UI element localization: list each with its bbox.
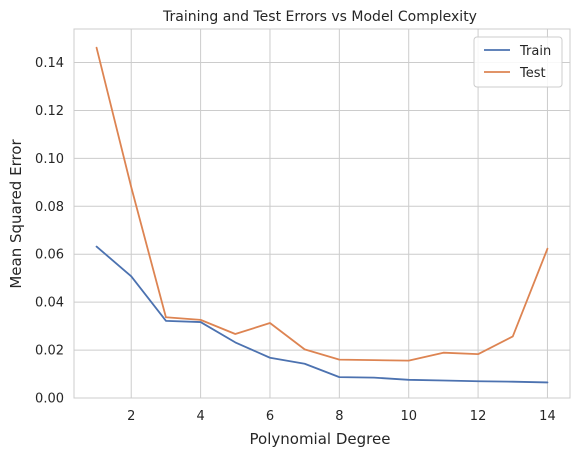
y-tick-label: 0.04 bbox=[35, 296, 64, 311]
x-tick-labels: 2 4 6 8 10 12 14 bbox=[127, 409, 556, 424]
y-tick-label: 0.00 bbox=[35, 392, 64, 407]
x-tick-label: 4 bbox=[196, 409, 204, 424]
y-tick-label: 0.08 bbox=[35, 200, 64, 215]
y-tick-label: 0.14 bbox=[35, 56, 64, 71]
x-tick-label: 8 bbox=[335, 409, 343, 424]
chart-title: Training and Test Errors vs Model Comple… bbox=[162, 9, 477, 25]
y-tick-labels: 0.00 0.02 0.04 0.06 0.08 0.10 0.12 0.14 bbox=[35, 56, 64, 406]
y-tick-label: 0.10 bbox=[35, 152, 64, 167]
y-axis-label: Mean Squared Error bbox=[7, 139, 25, 289]
x-tick-label: 14 bbox=[539, 409, 556, 424]
x-axis-label: Polynomial Degree bbox=[250, 430, 391, 448]
series-line-train bbox=[97, 247, 548, 383]
legend: Train Test bbox=[474, 37, 562, 87]
y-tick-label: 0.12 bbox=[35, 104, 64, 119]
x-tick-label: 6 bbox=[266, 409, 274, 424]
x-tick-label: 10 bbox=[400, 409, 417, 424]
y-tick-label: 0.02 bbox=[35, 344, 64, 359]
legend-train-label: Train bbox=[519, 44, 551, 59]
series-line-test bbox=[97, 48, 548, 361]
y-tick-label: 0.06 bbox=[35, 248, 64, 263]
x-tick-label: 12 bbox=[470, 409, 487, 424]
x-tick-label: 2 bbox=[127, 409, 135, 424]
series-layer bbox=[97, 48, 548, 383]
legend-test-label: Test bbox=[519, 66, 546, 81]
